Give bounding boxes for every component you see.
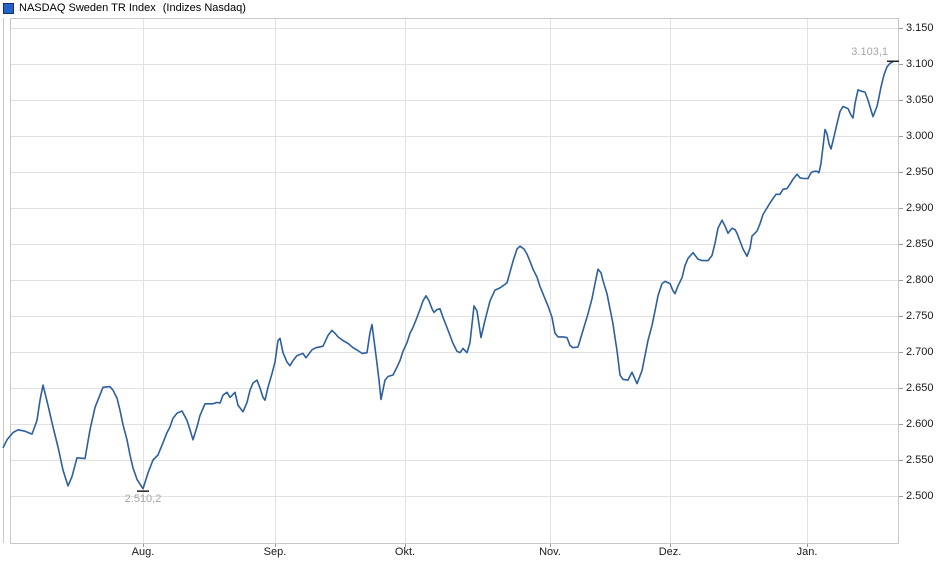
legend-swatch-icon <box>3 2 14 14</box>
y-axis-label: 2.900 <box>906 202 934 214</box>
y-axis-label: 2.800 <box>906 274 934 286</box>
low-value-label: 2.510,2 <box>124 492 162 505</box>
last-value-label: 3.103,1 <box>851 45 888 58</box>
y-axis-label: 2.700 <box>906 346 934 358</box>
chart-subtitle: (Indizes Nasdaq) <box>162 2 246 14</box>
y-axis-label: 3.150 <box>906 22 934 34</box>
y-axis-label: 2.600 <box>906 418 934 430</box>
chart-header: NASDAQ Sweden TR Index (Indizes Nasdaq) <box>3 2 246 14</box>
x-axis-label: Sep. <box>263 546 287 558</box>
x-axis-label: Jan. <box>796 546 818 558</box>
y-axis-label: 2.500 <box>906 490 934 502</box>
y-axis-label: 2.750 <box>906 310 934 322</box>
y-axis-label: 2.650 <box>906 382 934 394</box>
y-axis-label: 2.550 <box>906 454 934 466</box>
x-axis-label: Okt. <box>394 546 416 558</box>
y-axis-label: 3.100 <box>906 58 934 70</box>
price-line <box>2 61 894 490</box>
y-axis-label: 3.000 <box>906 130 934 142</box>
y-axis-label: 3.050 <box>906 94 934 106</box>
y-axis-label: 2.950 <box>906 166 934 178</box>
plot-border <box>10 18 899 544</box>
chart-title: NASDAQ Sweden TR Index <box>19 2 156 14</box>
x-axis-label: Nov. <box>539 546 561 558</box>
x-axis-label: Aug. <box>131 546 155 558</box>
y-axis-label: 2.850 <box>906 238 934 250</box>
x-axis-label: Dez. <box>658 546 682 558</box>
